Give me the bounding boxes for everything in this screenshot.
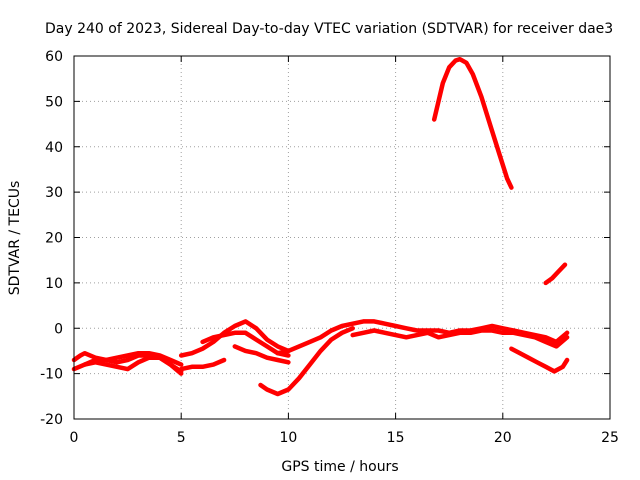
x-axis-label: GPS time / hours bbox=[281, 459, 398, 475]
chart-title: Day 240 of 2023, Sidereal Day-to-day VTE… bbox=[45, 21, 613, 37]
y-tick-label: 20 bbox=[45, 231, 63, 247]
x-tick-label: 20 bbox=[494, 430, 512, 446]
y-tick-label: -20 bbox=[40, 412, 63, 428]
series-line-track-j bbox=[350, 328, 570, 349]
series-line-track-m bbox=[543, 262, 568, 286]
series-line-track-l bbox=[509, 346, 570, 374]
series-line-track-c bbox=[82, 353, 184, 374]
series-line-track-d bbox=[178, 319, 291, 358]
y-tick-label: 10 bbox=[45, 276, 63, 292]
series-line-track-f bbox=[200, 330, 291, 358]
y-tick-label: 50 bbox=[45, 94, 63, 110]
grid bbox=[74, 56, 610, 419]
y-tick-label: 30 bbox=[45, 185, 63, 201]
ticks: 0 5 10 15 20 25 -20 -10 0 10 20 30 40 50 60 bbox=[40, 49, 619, 446]
x-tick-label: 25 bbox=[601, 430, 619, 446]
series-line-track-h bbox=[258, 326, 355, 397]
x-tick-label: 10 bbox=[279, 430, 297, 446]
series-group bbox=[71, 56, 570, 397]
x-tick-label: 5 bbox=[177, 430, 186, 446]
y-axis-label: SDTVAR / TECUs bbox=[7, 181, 23, 296]
y-tick-label: 0 bbox=[54, 321, 63, 337]
series-line-track-k bbox=[431, 56, 514, 190]
series-line-track-g bbox=[232, 344, 291, 365]
x-tick-label: 0 bbox=[70, 430, 79, 446]
x-tick-label: 15 bbox=[387, 430, 405, 446]
y-tick-label: 60 bbox=[45, 49, 63, 65]
y-tick-label: 40 bbox=[45, 140, 63, 156]
series-line-track-e bbox=[178, 357, 227, 372]
y-tick-label: -10 bbox=[40, 367, 63, 383]
